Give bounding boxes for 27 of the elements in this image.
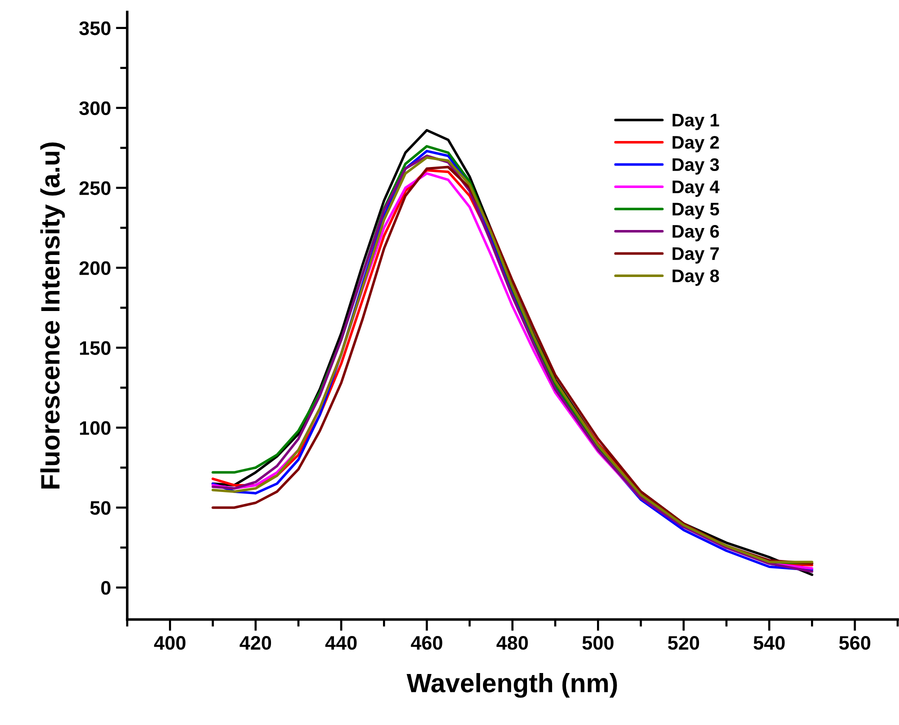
x-tick-label: 560 — [839, 636, 870, 650]
x-tick-label: 440 — [325, 636, 357, 650]
legend-label: Day 4 — [672, 180, 720, 197]
x-tick-label: 460 — [410, 636, 442, 650]
y-axis-title: Fluorescence Intensity (a.u) — [40, 142, 65, 488]
x-axis-title: Wavelength (nm) — [406, 673, 617, 698]
legend-label: Day 3 — [672, 158, 719, 175]
x-tick-label: 480 — [496, 636, 528, 650]
y-tick-label: 50 — [90, 501, 110, 515]
y-tick-label: 350 — [79, 21, 110, 36]
legend-label: Day 1 — [672, 114, 720, 130]
y-tick-label: 250 — [79, 181, 110, 196]
x-tick-label: 400 — [154, 636, 186, 650]
legend-label: Day 8 — [672, 269, 720, 286]
legend-label: Day 7 — [672, 247, 719, 264]
x-tick-label: 420 — [240, 636, 272, 650]
y-tick-label: 300 — [79, 101, 110, 116]
y-tick-label: 100 — [80, 421, 110, 435]
legend-label: Day 2 — [672, 136, 719, 152]
x-tick-label: 520 — [668, 636, 700, 650]
legend-label: Day 6 — [672, 224, 719, 242]
y-tick-label: 0 — [101, 581, 110, 595]
x-tick-label: 540 — [754, 636, 785, 650]
y-tick-label: 150 — [80, 341, 110, 355]
legend-label: Day 5 — [672, 202, 720, 220]
y-tick-label: 200 — [79, 261, 110, 276]
x-tick-label: 500 — [582, 636, 614, 650]
